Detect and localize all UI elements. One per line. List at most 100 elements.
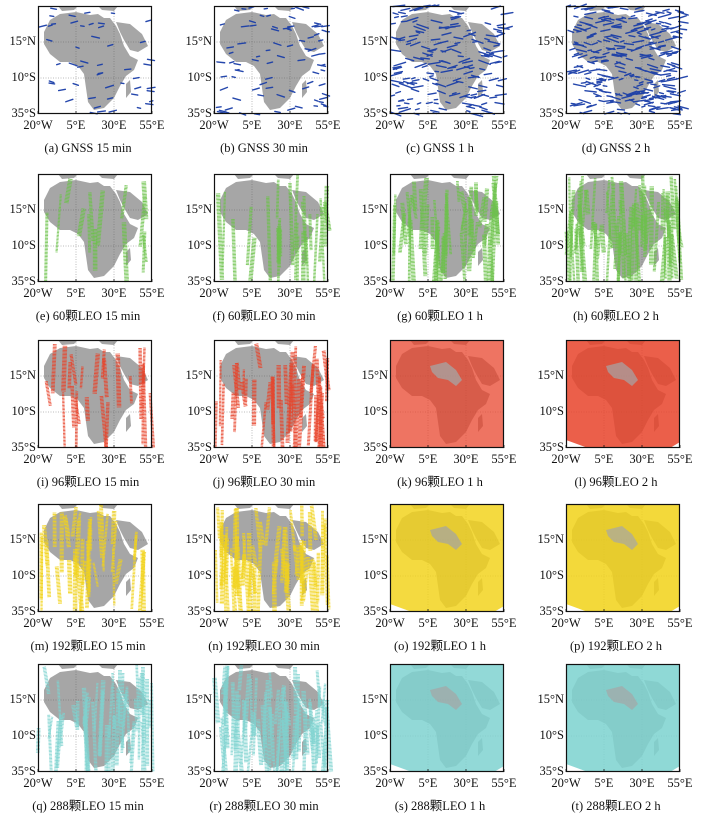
track-segment: [431, 39, 440, 40]
x-tick-label: 20°W: [199, 776, 228, 790]
panel-caption: (e) 60颗LEO 15 min: [0, 308, 176, 324]
coverage-map: [214, 504, 328, 612]
x-tick-label: 55°E: [139, 776, 164, 790]
track-segment: [603, 86, 607, 87]
y-tick-label: 15°N: [352, 368, 388, 382]
x-tick-label: 5°E: [595, 452, 614, 466]
coverage-map: [38, 504, 152, 612]
panel-caption: (j) 96颗LEO 30 min: [176, 474, 352, 490]
x-tick-label: 5°E: [67, 286, 86, 300]
y-tick-label: 15°N: [176, 368, 212, 382]
track-segment: [319, 102, 323, 103]
x-tick-label: 55°E: [315, 452, 340, 466]
track-segment: [267, 15, 271, 16]
track-segment: [458, 56, 463, 57]
track-segment: [679, 29, 686, 30]
track-segment: [391, 95, 395, 96]
track-segment: [216, 107, 221, 108]
panel-caption: (k) 96颗LEO 1 h: [352, 474, 528, 490]
track-segment: [250, 25, 256, 26]
panel-caption: (a) GNSS 15 min: [0, 140, 176, 156]
y-tick-label: 15°N: [528, 34, 564, 48]
track-segment: [490, 97, 497, 98]
panel-caption: (d) GNSS 2 h: [528, 140, 704, 156]
x-tick-label: 20°W: [199, 452, 228, 466]
track-segment: [408, 99, 413, 100]
track-segment: [81, 26, 84, 27]
x-tick-label: 5°E: [243, 452, 262, 466]
track-segment: [467, 111, 470, 112]
x-tick-label: 30°E: [453, 776, 478, 790]
coverage-fill: [566, 664, 680, 772]
x-tick-label: 30°E: [453, 452, 478, 466]
track-segment: [221, 76, 226, 77]
x-tick-label: 20°W: [23, 452, 52, 466]
track-segment: [322, 30, 325, 31]
track-segment: [283, 28, 290, 29]
y-tick-label: 10°S: [528, 238, 564, 252]
track-segment: [291, 8, 294, 9]
coverage-map: [390, 174, 504, 282]
x-tick-label: 20°W: [23, 616, 52, 630]
y-tick-label: 15°N: [176, 692, 212, 706]
track-segment: [241, 26, 248, 27]
track-segment: [574, 42, 577, 43]
x-tick-label: 20°W: [551, 452, 580, 466]
y-tick-label: 10°S: [528, 728, 564, 742]
y-tick-label: 15°N: [528, 202, 564, 216]
y-tick-label: 10°S: [352, 728, 388, 742]
x-tick-label: 55°E: [139, 616, 164, 630]
track-segment: [651, 84, 656, 85]
x-tick-label: 55°E: [491, 776, 516, 790]
observation-tracks: [390, 504, 504, 612]
panel-caption: (i) 96颗LEO 15 min: [0, 474, 176, 490]
x-tick-label: 20°W: [199, 616, 228, 630]
track-segment: [273, 391, 274, 448]
x-tick-label: 20°W: [551, 776, 580, 790]
track-segment: [636, 68, 641, 69]
coverage-map: [390, 6, 504, 114]
x-tick-label: 30°E: [277, 118, 302, 132]
x-tick-label: 55°E: [491, 452, 516, 466]
track-segment: [577, 31, 581, 32]
coverage-map: [566, 6, 680, 114]
x-tick-label: 20°W: [551, 118, 580, 132]
track-segment: [430, 76, 433, 77]
x-tick-label: 55°E: [667, 776, 692, 790]
track-segment: [275, 111, 280, 112]
track-segment: [220, 360, 221, 426]
track-segment: [574, 16, 578, 17]
track-segment: [78, 66, 83, 67]
y-tick-label: 15°N: [352, 692, 388, 706]
track-segment: [257, 56, 260, 57]
track-segment: [617, 109, 624, 110]
coverage-map: [214, 6, 328, 114]
x-tick-label: 20°W: [551, 616, 580, 630]
track-segment: [87, 397, 88, 420]
track-segment: [635, 80, 638, 81]
y-tick-label: 15°N: [0, 34, 36, 48]
track-segment: [57, 64, 60, 65]
track-segment: [298, 60, 305, 61]
panel-caption: (t) 288颗LEO 2 h: [528, 798, 704, 814]
observation-tracks: [390, 340, 504, 448]
x-tick-label: 30°E: [277, 776, 302, 790]
x-tick-label: 5°E: [243, 776, 262, 790]
coverage-map: [38, 664, 152, 772]
track-segment: [660, 93, 664, 94]
y-tick-label: 10°S: [176, 568, 212, 582]
x-tick-label: 30°E: [277, 616, 302, 630]
observation-tracks: [566, 664, 680, 772]
track-segment: [649, 42, 653, 43]
track-segment: [647, 82, 652, 83]
track-segment: [605, 100, 614, 101]
track-segment: [403, 78, 409, 79]
